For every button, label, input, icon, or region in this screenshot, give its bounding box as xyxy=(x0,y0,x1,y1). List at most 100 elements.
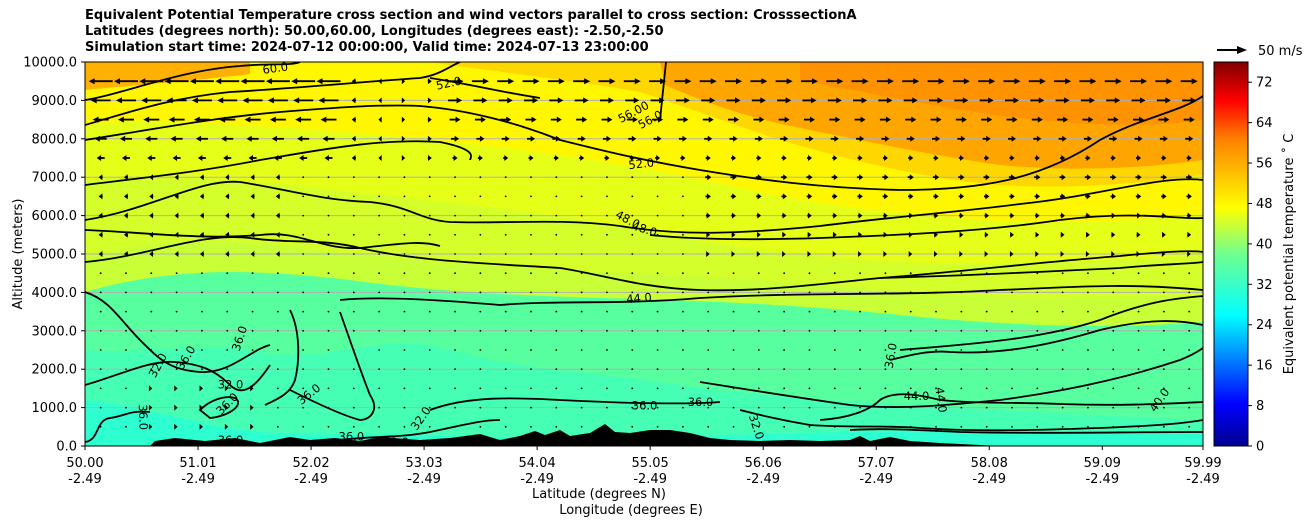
wind-vector-head xyxy=(149,251,154,257)
wind-vector xyxy=(884,368,887,371)
wind-vector xyxy=(454,233,456,236)
wind-vector-head xyxy=(808,174,813,181)
wind-vector xyxy=(580,349,583,351)
wind-vector xyxy=(175,329,178,332)
colorbar-tick-label: 40 xyxy=(1256,237,1273,252)
contour-36-b xyxy=(85,410,151,443)
wind-vector-head xyxy=(149,193,154,200)
wind-vector xyxy=(201,291,203,294)
wind-vector xyxy=(251,272,254,275)
wind-vector xyxy=(479,253,482,255)
wind-vector-head xyxy=(529,155,534,161)
wind-vector xyxy=(555,214,558,217)
contour-label-text: 32.0 xyxy=(383,435,409,449)
wind-vector xyxy=(909,272,912,275)
wind-vector xyxy=(352,176,355,179)
wind-vector-head xyxy=(757,231,761,238)
wind-vector xyxy=(884,387,887,390)
contour-48 xyxy=(85,178,1203,234)
wind-vector xyxy=(783,349,786,351)
wind-vector xyxy=(1061,425,1064,428)
wind-vector xyxy=(1011,310,1013,313)
wind-vector-head xyxy=(479,135,485,142)
wind-vector xyxy=(985,291,988,294)
wind-vector xyxy=(808,349,811,351)
wind-vector-head xyxy=(225,212,229,219)
wind-vector-head xyxy=(1113,116,1119,123)
wind-vector xyxy=(833,310,836,313)
wind-vector-head xyxy=(833,193,838,200)
contour-48-b xyxy=(85,229,441,249)
wind-vector xyxy=(352,253,355,255)
wind-vector xyxy=(656,195,659,198)
contour-label-text: 36.0 xyxy=(632,399,658,413)
wind-vector-head xyxy=(934,251,938,257)
contour-label: 44.0 xyxy=(932,386,949,413)
wind-vector xyxy=(403,176,406,179)
wind-vector xyxy=(783,406,786,409)
wind-vector xyxy=(302,253,305,255)
wind-vector-head xyxy=(1112,174,1117,181)
wind-vector xyxy=(327,195,330,198)
wind-vector-head xyxy=(351,97,356,104)
wind-vector xyxy=(327,253,330,255)
wind-reference-arrowhead-icon xyxy=(1237,46,1247,54)
wind-vector xyxy=(682,425,684,428)
wind-vector-head xyxy=(1136,231,1141,238)
wind-vector xyxy=(479,272,482,275)
wind-vector xyxy=(859,329,862,332)
wind-vector xyxy=(682,310,684,313)
contour-52-top xyxy=(429,77,541,99)
wind-vector xyxy=(327,233,330,236)
contour-label-text: 60.0 xyxy=(262,59,289,76)
contour-32-b xyxy=(264,309,300,406)
wind-vector-head xyxy=(250,251,255,257)
wind-vector xyxy=(631,406,634,409)
wind-vector xyxy=(530,233,532,236)
wind-vector xyxy=(403,272,406,275)
wind-vector-head xyxy=(657,135,662,142)
wind-vector-head xyxy=(195,135,202,142)
wind-vector-head xyxy=(1111,193,1116,200)
wind-vector xyxy=(454,291,456,294)
wind-vector xyxy=(150,310,153,313)
wind-vector-head xyxy=(1187,193,1192,200)
wind-vector-head xyxy=(123,174,128,181)
wind-vector xyxy=(757,368,760,371)
wind-vector xyxy=(732,329,735,332)
wind-vector xyxy=(352,406,355,409)
wind-vector xyxy=(631,195,634,198)
wind-vector xyxy=(707,291,710,294)
x-tick-lon-label: -2.49 xyxy=(1186,472,1220,487)
wind-vector-head xyxy=(401,116,406,123)
wind-vector-head xyxy=(199,423,203,430)
wind-vector xyxy=(150,368,153,371)
wind-vector xyxy=(833,272,836,275)
wind-vector xyxy=(302,387,305,390)
contour-label-text: 32.0 xyxy=(218,378,244,392)
wind-vector-head xyxy=(707,174,712,181)
wind-vector xyxy=(504,233,507,236)
wind-vector xyxy=(479,310,482,313)
wind-vector-head xyxy=(199,174,204,181)
wind-vector xyxy=(682,233,684,236)
wind-vector-head xyxy=(117,116,124,123)
contour-36-a xyxy=(85,360,271,392)
wind-vector-head xyxy=(1036,135,1042,142)
wind-vector xyxy=(428,214,431,217)
wind-vector xyxy=(403,195,406,198)
wind-vector-head xyxy=(123,193,128,200)
contour-32-e xyxy=(819,393,1203,421)
wind-vector-head xyxy=(709,97,716,104)
wind-vector xyxy=(1137,368,1140,371)
wind-vector xyxy=(378,406,381,409)
wind-vector-head xyxy=(887,78,894,85)
wind-vector-head xyxy=(1162,155,1167,161)
wind-vector xyxy=(125,387,127,390)
wind-vector-head xyxy=(225,174,229,181)
wind-vector xyxy=(985,425,988,428)
y-tick-label: 7000.0 xyxy=(32,171,78,186)
wind-vector-head xyxy=(883,212,888,219)
wind-vector xyxy=(276,368,279,371)
wind-vector-head xyxy=(607,116,613,123)
